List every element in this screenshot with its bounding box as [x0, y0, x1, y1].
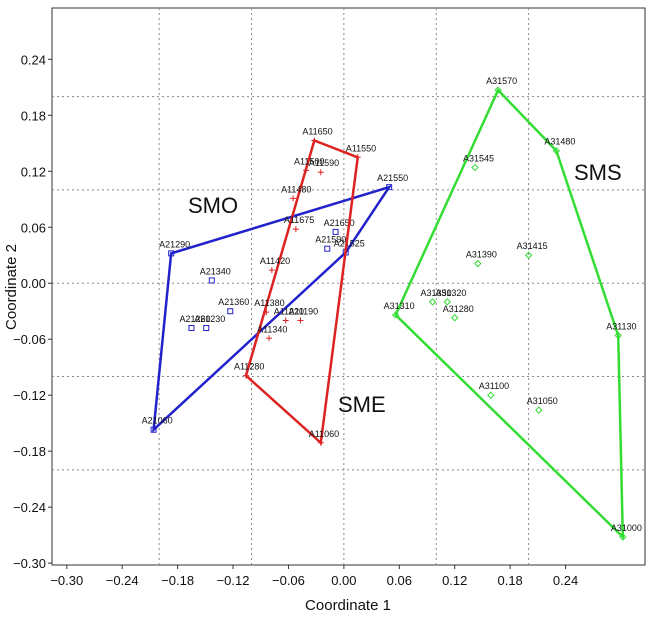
x-tick-label: 0.18 [497, 573, 522, 588]
point-label: A21360 [218, 297, 249, 307]
y-tick-label: 0.24 [21, 52, 46, 67]
point [303, 167, 310, 174]
point-label: A31280 [443, 304, 474, 314]
y-tick-label: −0.06 [13, 332, 46, 347]
point [332, 228, 339, 235]
x-tick-label: −0.24 [106, 573, 139, 588]
point-label: A31310 [384, 301, 415, 311]
x-axis-label: Coordinate 1 [305, 597, 391, 614]
point-label: A21230 [194, 314, 225, 324]
point-label: A11220 [274, 307, 304, 317]
y-tick-label: −0.24 [13, 500, 46, 515]
point-label: A21590 [315, 235, 346, 245]
point-label: A11190 [288, 307, 318, 317]
point [266, 335, 273, 342]
point [474, 259, 482, 268]
point-label: A31130 [606, 321, 636, 331]
point [614, 331, 622, 340]
point-label: A31000 [611, 523, 642, 533]
point [471, 163, 479, 172]
point-label: A11340 [257, 324, 287, 334]
point-label: A31545 [463, 154, 494, 164]
point-label: A11280 [234, 362, 264, 372]
point [311, 137, 318, 144]
y-tick-label: −0.30 [13, 556, 46, 571]
point-label: A11380 [254, 298, 284, 308]
point [487, 391, 495, 399]
point-label: A31050 [527, 396, 558, 406]
point-label: A31390 [466, 250, 497, 260]
y-axis-label: Coordinate 2 [3, 244, 20, 330]
point [290, 195, 297, 202]
y-tick-label: −0.12 [13, 388, 46, 403]
point [619, 533, 627, 541]
point [263, 309, 270, 316]
y-tick-label: 0.00 [21, 276, 46, 291]
group-label: SME [338, 392, 386, 417]
y-tick-label: 0.18 [21, 108, 46, 123]
point-label: A11550 [346, 143, 376, 153]
point [317, 169, 324, 176]
x-tick-label: 0.00 [331, 573, 356, 588]
group-label: SMO [188, 193, 238, 218]
group-label: SMS [574, 160, 622, 185]
x-tick-label: −0.12 [217, 573, 250, 588]
y-tick-label: −0.18 [13, 444, 46, 459]
point [428, 298, 437, 306]
x-tick-label: 0.12 [442, 573, 467, 588]
point [391, 311, 400, 319]
point [535, 406, 543, 414]
point-label: A21340 [200, 266, 231, 276]
point [552, 147, 561, 155]
plot-frame [51, 7, 646, 566]
point [354, 154, 361, 161]
point-label: A31415 [517, 241, 548, 251]
point [292, 226, 299, 233]
point-label: A21260 [179, 314, 210, 324]
point-label: A31570 [486, 76, 517, 86]
point [386, 184, 393, 191]
point [268, 267, 275, 274]
point-label: A21060 [142, 416, 173, 426]
point-label: A21550 [377, 173, 408, 183]
point [203, 325, 210, 332]
point [150, 426, 157, 433]
point-label: A31100 [479, 381, 509, 391]
point [242, 372, 249, 379]
point [208, 277, 215, 284]
point [227, 308, 234, 315]
point [168, 250, 175, 257]
point-label: A11420 [260, 256, 290, 266]
point-label: A11590 [309, 158, 339, 168]
x-tick-label: −0.30 [50, 573, 83, 588]
point-label: A21290 [159, 239, 190, 249]
y-tick-label: 0.12 [21, 164, 46, 179]
point-label: A21525 [334, 238, 365, 248]
hull [394, 87, 625, 541]
point [317, 439, 324, 446]
point-label: A11500 [294, 156, 324, 166]
point-label: A31480 [544, 137, 575, 147]
point [297, 317, 304, 324]
point [282, 317, 289, 324]
point [443, 298, 452, 306]
point [188, 325, 195, 332]
point-label: A11675 [284, 215, 314, 225]
x-tick-label: −0.18 [161, 573, 194, 588]
point-label: A11060 [309, 429, 339, 439]
y-tick-label: 0.06 [21, 220, 46, 235]
point [524, 251, 533, 259]
point [451, 314, 459, 322]
point-label: A11650 [302, 126, 332, 136]
x-tick-label: −0.06 [272, 573, 305, 588]
point [324, 245, 331, 252]
x-tick-label: 0.06 [387, 573, 412, 588]
x-tick-label: 0.24 [553, 573, 578, 588]
point-label: A21650 [324, 218, 355, 228]
point-label: A11480 [281, 184, 311, 194]
point-label: A31320 [435, 288, 466, 298]
point-label: A31350 [421, 288, 452, 298]
point [494, 86, 502, 94]
